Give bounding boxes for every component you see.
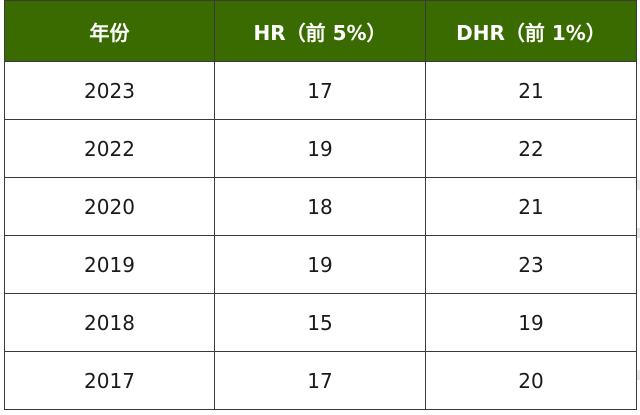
header-row: 年份 HR（前 5%） DHR（前 1%） xyxy=(4,0,637,62)
header-hr: HR（前 5%） xyxy=(214,0,426,62)
cell-hr: 17 xyxy=(214,61,426,120)
edge-mark xyxy=(637,370,640,380)
cell-year: 2019 xyxy=(4,235,215,294)
cell-hr: 19 xyxy=(214,235,426,294)
cell-hr: 18 xyxy=(214,177,426,236)
table-row: 2020 18 21 xyxy=(4,177,637,236)
header-year: 年份 xyxy=(4,0,215,62)
cell-year: 2023 xyxy=(4,61,215,120)
cell-dhr: 23 xyxy=(425,235,637,294)
edge-mark xyxy=(637,228,640,238)
cell-dhr: 22 xyxy=(425,119,637,178)
cell-year: 2020 xyxy=(4,177,215,236)
edge-mark xyxy=(637,180,640,190)
cell-dhr: 21 xyxy=(425,61,637,120)
table-row: 2018 15 19 xyxy=(4,293,637,352)
cell-hr: 17 xyxy=(214,351,426,410)
table-header: 年份 HR（前 5%） DHR（前 1%） xyxy=(4,0,637,62)
table-row: 2022 19 22 xyxy=(4,119,637,178)
cell-hr: 19 xyxy=(214,119,426,178)
cell-hr: 15 xyxy=(214,293,426,352)
table-row: 2023 17 21 xyxy=(4,61,637,120)
cell-dhr: 19 xyxy=(425,293,637,352)
cell-dhr: 20 xyxy=(425,351,637,410)
table-row: 2017 17 20 xyxy=(4,351,637,410)
table-body: 2023 17 21 2022 19 22 2020 18 21 2019 19… xyxy=(4,61,637,410)
cell-year: 2017 xyxy=(4,351,215,410)
data-table: 年份 HR（前 5%） DHR（前 1%） 2023 17 21 2022 19… xyxy=(4,0,637,410)
header-dhr: DHR（前 1%） xyxy=(425,0,637,62)
cell-dhr: 21 xyxy=(425,177,637,236)
table-row: 2019 19 23 xyxy=(4,235,637,294)
cell-year: 2022 xyxy=(4,119,215,178)
cell-year: 2018 xyxy=(4,293,215,352)
